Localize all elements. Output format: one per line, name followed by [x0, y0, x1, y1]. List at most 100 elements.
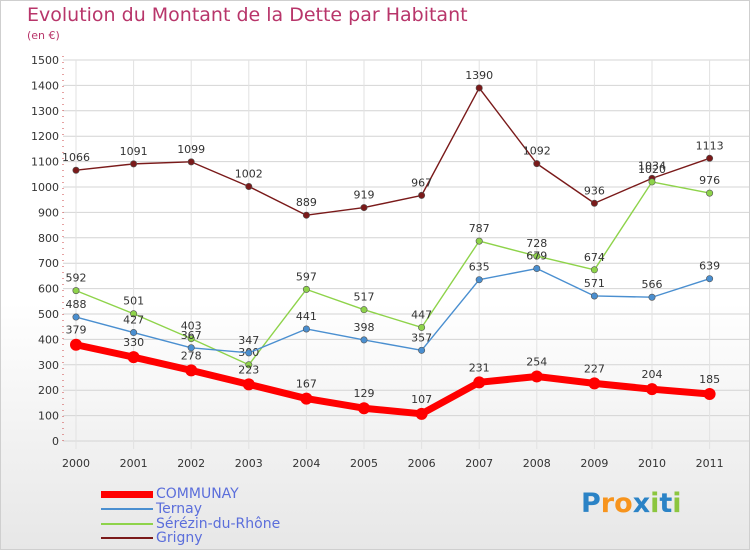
data-label: 728 [526, 237, 547, 250]
data-label: 129 [354, 387, 375, 400]
legend-swatch-serezin [101, 523, 153, 525]
series-line [75, 267, 711, 354]
data-label: 367 [181, 329, 202, 342]
data-point [72, 166, 80, 174]
data-point [533, 160, 541, 168]
data-point [302, 211, 310, 219]
data-point [130, 160, 138, 168]
y-tick-label: 1000 [31, 181, 59, 194]
series-line [75, 87, 711, 216]
x-tick-label: 2006 [408, 457, 436, 470]
data-point [706, 275, 714, 283]
legend-swatch-grigny [101, 537, 153, 539]
data-label: 254 [526, 355, 547, 368]
data-point [590, 292, 598, 300]
series-line [75, 181, 711, 366]
data-point [72, 313, 80, 321]
data-point [127, 351, 140, 364]
data-point [242, 378, 255, 391]
data-point [415, 407, 428, 420]
data-point [530, 370, 543, 383]
data-label: 1066 [62, 151, 90, 164]
y-tick-label: 800 [38, 232, 59, 245]
legend-label-grigny: Grigny [156, 530, 203, 546]
data-label: 227 [584, 362, 605, 375]
data-label: 223 [238, 363, 259, 376]
data-label: 488 [66, 298, 87, 311]
data-label: 447 [411, 308, 432, 321]
proxiti-logo: Proxiti [581, 488, 682, 519]
data-label: 501 [123, 295, 144, 308]
data-label: 427 [123, 314, 144, 327]
y-tick-label: 0 [52, 435, 59, 448]
y-tick-label: 600 [38, 283, 59, 296]
y-tick-label: 300 [38, 359, 59, 372]
data-point [245, 349, 253, 357]
data-point [590, 199, 598, 207]
logo-letter: o [614, 488, 633, 519]
y-tick-label: 900 [38, 206, 59, 219]
data-label: 919 [354, 189, 375, 202]
data-point [187, 335, 195, 343]
data-label: 441 [296, 310, 317, 323]
y-tick-label: 1500 [31, 54, 59, 67]
data-label: 976 [699, 174, 720, 187]
logo-letter: x [632, 488, 651, 519]
data-point [360, 204, 368, 212]
data-point [703, 388, 716, 401]
data-point [418, 323, 426, 331]
x-tick-label: 2001 [120, 457, 148, 470]
data-point [300, 392, 313, 405]
x-tick-label: 2009 [580, 457, 608, 470]
x-tick-label: 2004 [292, 457, 320, 470]
data-label: 635 [469, 261, 490, 274]
legend-swatch-communay [101, 491, 153, 498]
data-point [648, 178, 656, 186]
data-label: 1002 [235, 167, 263, 180]
data-label: 566 [642, 278, 663, 291]
data-point [130, 329, 138, 337]
data-label: 597 [296, 270, 317, 283]
data-point [588, 377, 601, 390]
data-label: 936 [584, 184, 605, 197]
y-tick-label: 400 [38, 333, 59, 346]
series-line [72, 341, 714, 418]
data-label: 967 [411, 176, 432, 189]
x-tick-label: 2007 [465, 457, 493, 470]
data-point [245, 361, 253, 369]
data-point [475, 84, 483, 92]
y-tick-label: 1100 [31, 156, 59, 169]
logo-letter: i [672, 488, 682, 519]
data-label: 1034 [638, 159, 666, 172]
y-tick-label: 200 [38, 384, 59, 397]
data-point [130, 310, 138, 318]
data-point [70, 338, 82, 351]
logo-letter: P [581, 488, 601, 519]
data-label: 1092 [523, 145, 551, 158]
data-label: 571 [584, 277, 605, 290]
y-tick-label: 1300 [31, 105, 59, 118]
data-label: 1390 [465, 69, 493, 82]
data-point [302, 285, 310, 293]
data-label: 787 [469, 222, 490, 235]
data-label: 185 [699, 373, 720, 386]
data-point [360, 306, 368, 314]
data-point [475, 276, 483, 284]
data-label: 889 [296, 196, 317, 209]
y-tick-label: 1400 [31, 79, 59, 92]
data-label: 1020 [638, 163, 666, 176]
data-point [187, 158, 195, 166]
data-point [533, 265, 541, 273]
data-label: 231 [469, 361, 490, 374]
chart-subtitle: (en €) [27, 29, 60, 42]
data-label: 204 [642, 368, 663, 381]
data-label: 107 [411, 393, 432, 406]
x-tick-label: 2000 [62, 457, 90, 470]
data-label: 679 [526, 250, 547, 263]
logo-letter: r [600, 488, 615, 519]
legend-label-communay: COMMUNAY [156, 486, 239, 502]
data-point [360, 336, 368, 344]
data-label: 167 [296, 378, 317, 391]
